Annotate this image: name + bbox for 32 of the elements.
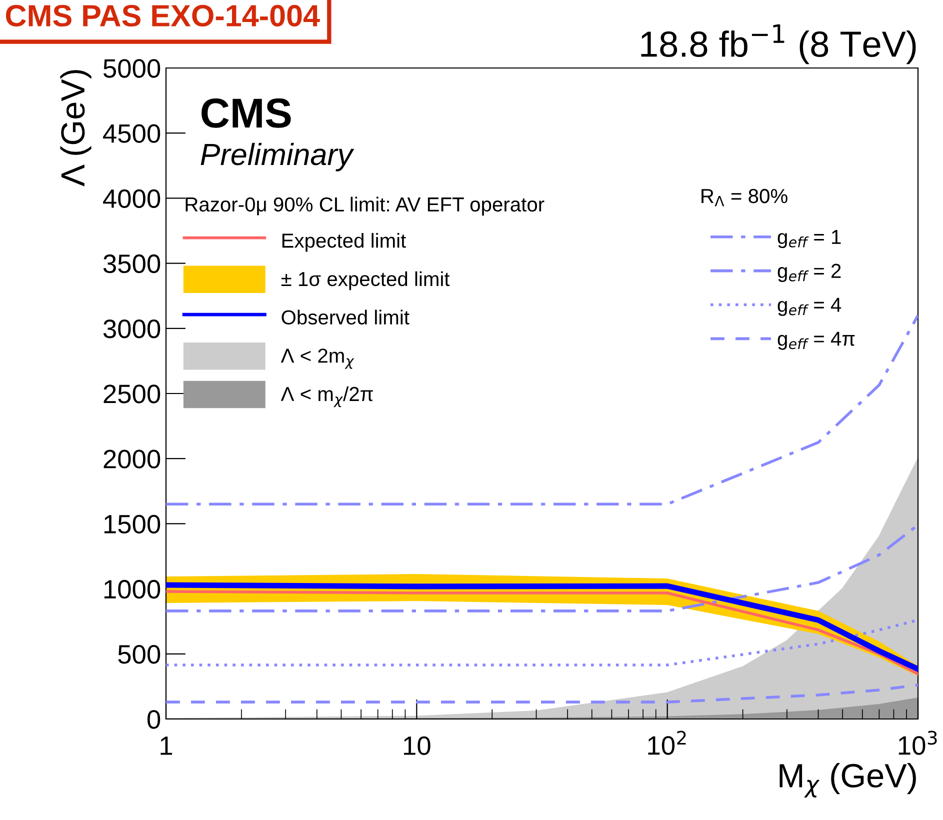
legend-label: Observed limit	[282, 310, 410, 325]
x-tick-label: 10$^{3}$	[898, 730, 937, 755]
y-tick-label: 4000	[103, 189, 160, 208]
y-tick-label: 5000	[103, 59, 160, 78]
legend-label: g$_{eff}$ = 4π	[778, 332, 855, 350]
legend-label: g$_{eff}$ = 2	[778, 264, 841, 282]
y-tick-label: 2500	[104, 384, 160, 404]
legend-label: g$_{eff}$ = 4	[778, 298, 842, 316]
legend-label: g$_{eff}$ = 1	[778, 230, 841, 248]
x-axis-title: M$_{χ}$ (GeV)	[780, 763, 916, 798]
y-tick-label: 3000	[103, 320, 160, 338]
legend-label: Λ < 2m$_{χ}$	[280, 348, 354, 369]
chart-title: 18.8 fb$^{−1}$ (8 TeV)	[641, 24, 916, 64]
y-tick-label: 2000	[104, 450, 160, 468]
legend-label: ± 1σ expected limit	[281, 271, 450, 290]
y-axis-title: Λ (GeV)	[60, 70, 92, 186]
y-tick-label: 500	[118, 645, 160, 664]
x-tick-label: 10$^{2}$	[648, 730, 686, 755]
y-tick-label: 4500	[103, 124, 160, 143]
legend-label: Λ < m$_{χ}$/2π	[280, 386, 373, 408]
legend-label: Expected limit	[282, 232, 406, 252]
x-tick-label: 10	[404, 736, 430, 756]
annotation: Preliminary	[200, 142, 354, 172]
annotation: CMS	[202, 98, 291, 128]
text: CMS PAS EXO-14-004	[6, 4, 320, 27]
y-tick-label: 1000	[104, 580, 160, 599]
y-tick-label: 3500	[103, 254, 160, 274]
x-tick-label: 1	[160, 736, 172, 755]
annotation: R$_{Λ}$ = 80%	[702, 188, 788, 206]
legend-title: Razor-0μ 90% CL limit: AV EFT operator	[186, 196, 544, 216]
y-tick-label: 1500	[104, 514, 160, 534]
y-tick-label: 0	[147, 710, 160, 729]
